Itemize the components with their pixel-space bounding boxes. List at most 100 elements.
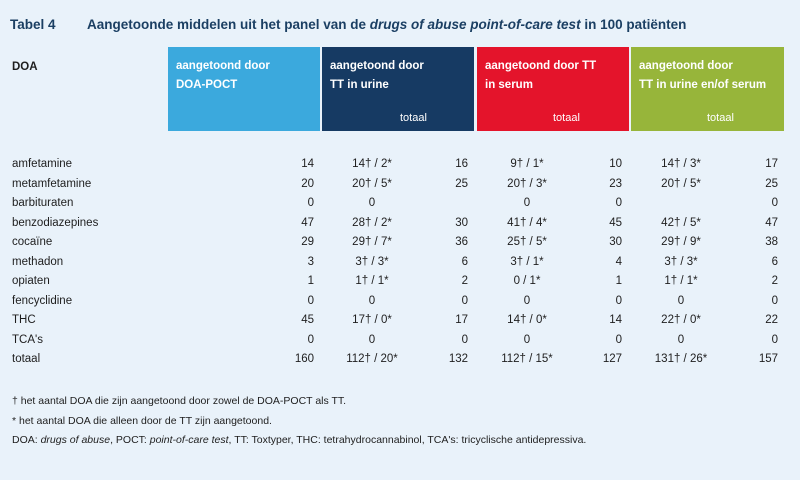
cell-urine-total: 6 <box>461 255 468 268</box>
cell-serum-split: 25† / 5* <box>507 236 547 248</box>
cell-combined-split: 42† / 5* <box>661 216 701 229</box>
cell-serum-split: 20† / 3* <box>507 177 547 190</box>
header-subtotal: totaal <box>707 112 734 124</box>
cell-poct: 14 <box>301 158 314 170</box>
cell-urine-split: 0 <box>368 333 376 346</box>
title-text: Aangetoonde middelen uit het panel van d… <box>87 17 370 32</box>
cell-serum-split: 0 <box>523 294 531 307</box>
table-row: metamfetamine 20 20† / 5* 25 20† / 3* 23… <box>0 178 800 198</box>
cell-serum-total: 45 <box>609 216 622 229</box>
cell-urine-split: 112† / 20* <box>346 353 398 365</box>
cell-poct: 20 <box>301 177 314 190</box>
table-row: barbituraten 0 0 0 0 0 <box>0 197 800 217</box>
cell-combined-split: 1† / 1* <box>664 275 698 287</box>
cell-serum-split: 9† / 1* <box>510 158 544 170</box>
cell-poct: 160 <box>294 353 314 365</box>
cell-poct: 0 <box>307 294 314 307</box>
cell-serum-total: 0 <box>615 333 622 346</box>
cell-combined-split: 29† / 9* <box>661 236 701 248</box>
cell-urine-total: 16 <box>455 158 468 170</box>
cell-combined-split: 3† / 3* <box>664 255 698 268</box>
abbr-text: , TT: Toxtyper, THC: tetrahydrocannabino… <box>228 434 587 446</box>
cell-serum-total: 30 <box>609 236 622 248</box>
cell-serum-split: 112† / 15* <box>501 353 553 365</box>
cell-combined-total: 17 <box>765 158 778 170</box>
header-line1: aangetoond door TT <box>485 60 597 72</box>
header-subtotal: totaal <box>553 112 580 124</box>
cell-combined-split: 20† / 5* <box>661 177 701 190</box>
cell-combined-split: 0 <box>677 333 685 346</box>
header-tt-serum: aangetoond door TT in serum totaal <box>477 47 629 131</box>
cell-urine-total: 2 <box>461 275 468 287</box>
cell-poct: 47 <box>301 216 314 229</box>
header-line1: aangetoond door <box>639 60 733 72</box>
cell-poct: 0 <box>307 197 314 209</box>
row-name: barbituraten <box>12 197 74 209</box>
abbr-emphasis: point-of-care test <box>149 434 229 446</box>
cell-serum-split: 14† / 0* <box>507 314 547 326</box>
row-name: TCA's <box>12 333 43 346</box>
cell-serum-split: 0 <box>523 197 531 209</box>
cell-poct: 29 <box>301 236 314 248</box>
cell-urine-total: 25 <box>455 177 468 190</box>
cell-urine-split: 1† / 1* <box>355 275 389 287</box>
row-name: metamfetamine <box>12 177 92 190</box>
footnote-abbreviations: DOA: drugs of abuse, POCT: point-of-care… <box>12 434 586 446</box>
header-doa-poct: aangetoond door DOA-POCT <box>168 47 320 131</box>
cell-serum-total: 10 <box>609 158 622 170</box>
cell-serum-total: 0 <box>615 294 622 307</box>
table-row: benzodiazepines 47 28† / 2* 30 41† / 4* … <box>0 217 800 237</box>
cell-poct: 3 <box>307 255 314 268</box>
header-tt-urine-serum: aangetoond door TT in urine en/of serum … <box>631 47 784 131</box>
cell-urine-total: 0 <box>461 294 468 307</box>
table-row: opiaten 1 1† / 1* 2 0 / 1* 1 1† / 1* 2 <box>0 275 800 295</box>
table-row-total: totaal 160 112† / 20* 132 112† / 15* 127… <box>0 353 800 373</box>
header-subtotal: totaal <box>400 112 427 124</box>
cell-serum-total: 23 <box>609 177 622 190</box>
footnote-dagger: † het aantal DOA die zijn aangetoond doo… <box>12 395 347 407</box>
table-row: cocaïne 29 29† / 7* 36 25† / 5* 30 29† /… <box>0 236 800 256</box>
cell-serum-split: 3† / 1* <box>510 255 544 268</box>
cell-combined-total: 6 <box>771 255 778 268</box>
cell-combined-total: 38 <box>765 236 778 248</box>
cell-urine-total: 17 <box>455 314 468 326</box>
cell-combined-total: 2 <box>771 275 778 287</box>
header-line2: in serum <box>485 79 533 91</box>
cell-urine-split: 0 <box>368 294 376 307</box>
row-name: THC <box>12 314 36 326</box>
row-name: methadon <box>12 255 64 268</box>
cell-urine-split: 0 <box>368 197 376 209</box>
cell-serum-split: 0 <box>523 333 531 346</box>
table-number: Tabel 4 <box>10 17 56 32</box>
header-line1: aangetoond door <box>176 60 270 72</box>
cell-urine-split: 14† / 2* <box>352 158 392 170</box>
abbr-text: DOA: <box>12 434 41 446</box>
row-name: amfetamine <box>12 158 73 170</box>
title-text-end: in 100 patiënten <box>580 17 687 32</box>
header-line2: DOA-POCT <box>176 79 238 91</box>
cell-urine-split: 28† / 2* <box>352 216 392 229</box>
cell-urine-split: 17† / 0* <box>352 314 392 326</box>
cell-combined-split: 0 <box>677 294 685 307</box>
cell-combined-split: 131† / 26* <box>654 353 708 365</box>
table-row: TCA's 0 0 0 0 0 0 0 <box>0 334 800 354</box>
cell-urine-split: 20† / 5* <box>352 177 392 190</box>
cell-serum-total: 14 <box>609 314 622 326</box>
cell-urine-total: 0 <box>461 333 468 346</box>
abbr-emphasis: drugs of abuse <box>40 434 111 446</box>
cell-serum-split: 41† / 4* <box>507 216 547 229</box>
cell-combined-split: 22† / 0* <box>661 314 701 326</box>
cell-poct: 45 <box>301 314 314 326</box>
cell-combined-total: 25 <box>765 177 778 190</box>
header-line2: TT in urine <box>330 79 389 91</box>
cell-poct: 1 <box>307 275 314 287</box>
abbr-text: , POCT: <box>110 434 150 446</box>
table-row: amfetamine 14 14† / 2* 16 9† / 1* 10 14†… <box>0 158 800 178</box>
cell-urine-split: 3† / 3* <box>355 255 389 268</box>
cell-serum-split: 0 / 1* <box>513 275 541 287</box>
header-line1: aangetoond door <box>330 60 424 72</box>
table-title: Tabel 4 Aangetoonde middelen uit het pane… <box>10 17 686 32</box>
table-row: THC 45 17† / 0* 17 14† / 0* 14 22† / 0* … <box>0 314 800 334</box>
cell-serum-total: 1 <box>615 275 622 287</box>
